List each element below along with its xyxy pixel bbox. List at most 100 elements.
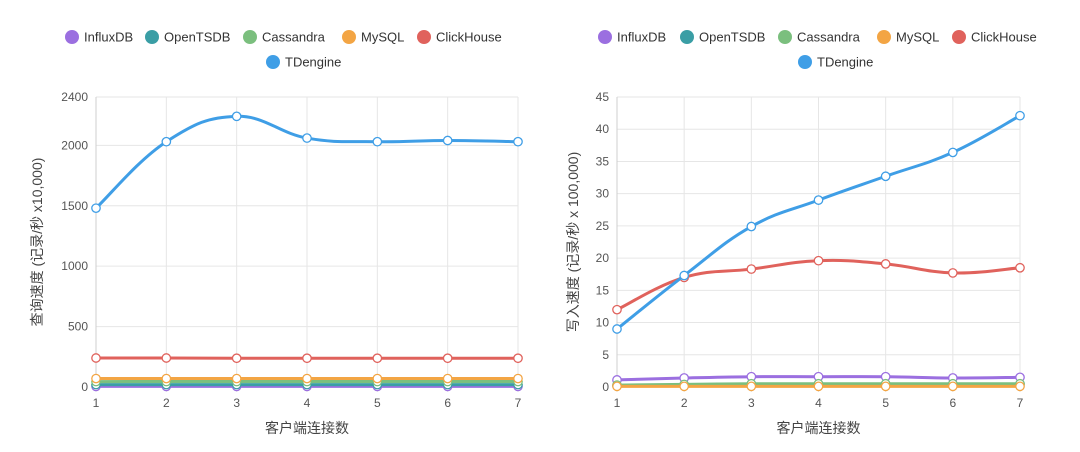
x-tick-label: 3 [748,396,755,410]
x-tick-label: 5 [374,396,381,410]
data-point [302,353,312,364]
legend-swatch [680,30,694,44]
data-point [1015,262,1025,273]
data-point [813,381,824,392]
data-point [372,373,383,384]
data-point [442,353,453,364]
legend-item-opentsdb: OpenTSDB [145,30,230,45]
x-tick-label: 6 [949,396,956,410]
x-tick-label: 1 [93,396,100,410]
legend-item-tdengine: TDengine [266,55,341,70]
legend-label: MySQL [361,30,404,45]
legend-swatch [598,30,612,44]
data-point [880,171,891,182]
legend-swatch [952,30,966,44]
x-axis-title: 客户端连接数 [265,420,349,436]
x-tick-label: 7 [1017,396,1024,410]
data-point [302,373,312,384]
data-point [161,373,172,384]
legend-item-clickhouse: ClickHouse [952,30,1037,45]
data-point [91,353,101,363]
data-point [746,381,757,392]
x-tick-label: 3 [233,396,240,410]
y-axis-title: 写入速度 (记录/秒 x 100,000) [565,152,581,333]
legend-swatch [65,30,79,44]
data-point [1015,110,1025,121]
data-point [302,133,312,143]
data-point [947,381,958,392]
data-point [880,259,891,269]
data-point [513,373,523,384]
data-point [679,270,690,281]
y-tick-label: 25 [596,219,610,233]
legend-swatch [266,55,280,69]
legend-label: MySQL [896,30,939,45]
x-tick-label: 4 [304,396,311,410]
legend-item-cassandra: Cassandra [243,30,326,45]
grid [616,96,1021,392]
legend-item-influxdb: InfluxDB [65,30,133,45]
data-point [231,373,242,384]
y-tick-label: 40 [596,122,610,136]
legend-item-clickhouse: ClickHouse [417,30,502,45]
legend: InfluxDB OpenTSDB Cassandra MySQL ClickHouse… [65,30,502,70]
x-tick-label: 2 [681,396,688,410]
x-tick-label: 6 [444,396,451,410]
data-point [513,136,523,147]
legend-label: Cassandra [262,30,326,45]
y-tick-label: 2000 [61,138,88,152]
legend: InfluxDB OpenTSDB Cassandra MySQL ClickHouse… [598,30,1037,70]
legend-swatch [243,30,257,44]
data-point [746,221,757,232]
legend-item-influxdb: InfluxDB [598,30,666,45]
data-point [746,264,757,274]
data-point [161,353,172,363]
legend-label: TDengine [817,55,873,70]
data-point [880,381,891,392]
legend-item-opentsdb: OpenTSDB [680,30,765,45]
x-axis-title: 客户端连接数 [777,420,861,436]
y-tick-label: 5 [602,348,609,362]
x-tick-label: 7 [515,396,522,410]
legend-label: TDengine [285,55,341,70]
y-tick-label: 35 [596,154,610,168]
data-point [372,136,383,147]
data-point [161,136,172,147]
y-tick-label: 500 [68,320,88,334]
series-clickhouse [91,353,523,364]
x-tick-label: 4 [815,396,822,410]
data-point [442,135,453,146]
y-axis-title: 查询速度 (记录/秒 x10,000) [29,158,45,327]
x-tick-label: 2 [163,396,170,410]
data-point [813,195,824,205]
y-tick-label: 0 [602,380,609,394]
legend-label: ClickHouse [436,30,502,45]
x-tick-label: 1 [614,396,621,410]
data-point [612,304,622,315]
chart-2: InfluxDB OpenTSDB Cassandra MySQL ClickHouse… [565,30,1037,437]
y-tick-label: 30 [596,187,610,201]
y-tick-label: 1000 [61,259,88,273]
legend-label: Cassandra [797,30,861,45]
y-tick-label: 1500 [61,199,88,213]
series-tdengine [612,110,1025,334]
y-tick-label: 15 [596,283,610,297]
y-tick-label: 0 [81,380,88,394]
legend-label: ClickHouse [971,30,1037,45]
legend-item-mysql: MySQL [342,30,404,45]
data-point [947,268,958,278]
data-point [91,373,101,384]
legend-swatch [145,30,159,44]
data-point [91,203,101,214]
legend-swatch [877,30,891,44]
y-tick-label: 45 [596,90,610,104]
data-point [612,381,622,392]
legend-swatch [342,30,356,44]
data-point [513,353,523,364]
legend-swatch [798,55,812,69]
data-point [1015,381,1025,392]
legend-swatch [778,30,792,44]
y-tick-label: 2400 [61,90,88,104]
legend-label: InfluxDB [84,30,133,45]
